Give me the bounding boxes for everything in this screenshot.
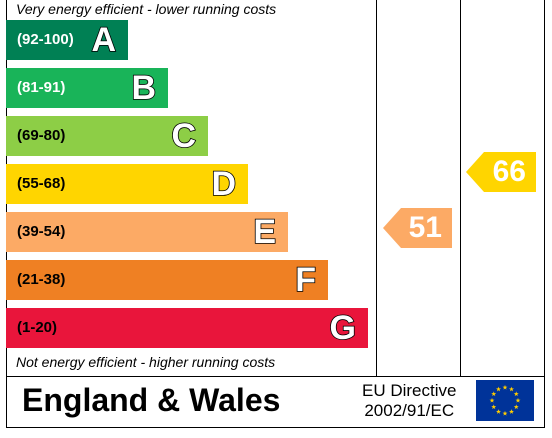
band-range-label: (92-100) <box>17 31 74 48</box>
divider-current <box>376 0 377 376</box>
flag-star <box>491 404 497 410</box>
band-f: (21-38) F <box>6 260 328 300</box>
band-b: (81-91) B <box>6 68 168 108</box>
flag-star <box>509 386 514 392</box>
eu-directive: EU Directive 2002/91/EC <box>362 381 456 421</box>
band-letter: C <box>171 116 197 156</box>
band-letter: F <box>294 260 316 300</box>
flag-star <box>513 391 519 397</box>
band-letter: D <box>211 164 237 204</box>
divider-potential <box>460 0 461 376</box>
band-e: (39-54) E <box>6 212 288 252</box>
directive-line-2: 2002/91/EC <box>364 401 455 420</box>
flag-star <box>502 384 508 390</box>
band-letter: E <box>253 212 277 252</box>
band-range-label: (81-91) <box>17 79 66 96</box>
directive-line-1: EU Directive <box>362 381 457 400</box>
flag-star <box>489 397 495 403</box>
band-d: (55-68) D <box>6 164 248 204</box>
current-arrow-shape <box>383 208 452 248</box>
band-range-label: (1-20) <box>17 319 58 336</box>
current-rating-arrow: 51 <box>383 208 452 248</box>
band-range-label: (39-54) <box>17 223 66 240</box>
band-c: (69-80) C <box>6 116 208 156</box>
current-rating-value: 51 <box>408 211 442 244</box>
flag-star <box>496 409 501 414</box>
band-letter: A <box>91 20 117 60</box>
eu-flag-icon <box>476 380 534 421</box>
flag-star <box>502 410 508 416</box>
band-range-label: (21-38) <box>17 271 66 288</box>
region-title: England & Wales <box>22 382 281 418</box>
flag-star <box>491 391 497 397</box>
flag-star <box>513 404 519 410</box>
footer-divider <box>6 376 545 377</box>
band-letter: B <box>131 68 157 108</box>
flag-star <box>509 409 514 414</box>
top-note: Very energy efficient - lower running co… <box>16 1 277 17</box>
flag-star <box>496 386 501 392</box>
potential-rating-value: 66 <box>492 155 526 188</box>
band-letter: G <box>329 308 357 348</box>
potential-rating-arrow: 66 <box>466 152 536 192</box>
bottom-note: Not energy efficient - higher running co… <box>16 354 276 370</box>
band-range-label: (55-68) <box>17 175 66 192</box>
band-a: (92-100) A <box>6 20 128 60</box>
band-g: (1-20) G <box>6 308 368 348</box>
band-range-label: (69-80) <box>17 127 66 144</box>
flag-star <box>515 397 521 403</box>
potential-arrow-shape <box>466 152 536 192</box>
